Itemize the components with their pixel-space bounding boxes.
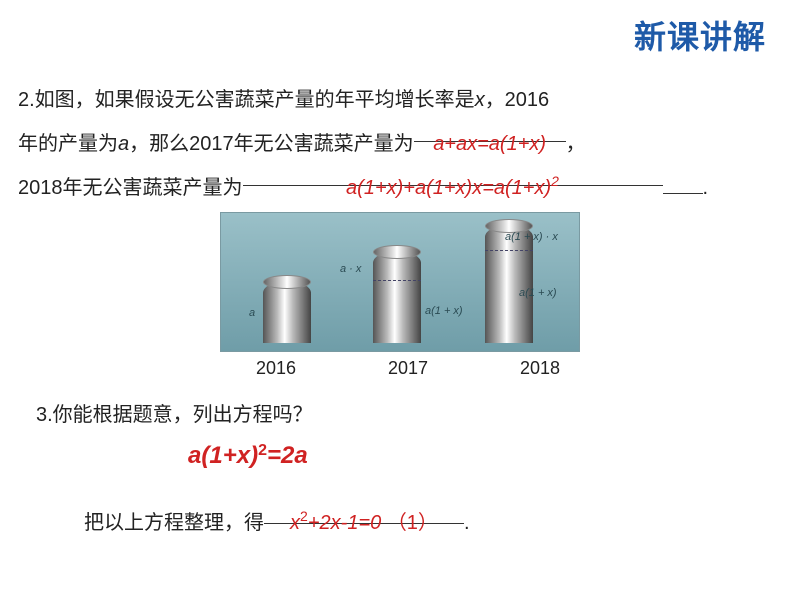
q2-blank1: a+ax=a(1+x) [414,122,566,142]
bar-2017 [373,251,421,343]
q2-var-x: x [475,89,485,111]
year-2017: 2017 [388,358,428,379]
simplify-blank: x2+2x-1=0 （1） [264,506,464,524]
q2-answer1: a+ax=a(1+x) [433,133,546,155]
q2-blank2: a(1+x)+a(1+x)x=a(1+x)2 [243,166,663,186]
year-2018: 2018 [520,358,560,379]
q2-var-a: a [118,133,129,155]
q2-line3-prefix: 2018年无公害蔬菜产量为 [18,177,243,199]
simplify-line: 把以上方程整理，得x2+2x-1=0 （1）. [84,506,470,535]
q2-line1-prefix: 2.如图，如果假设无公害蔬菜产量的年平均增长率是 [18,89,475,111]
year-axis: 2016 2017 2018 [220,352,580,379]
simplify-prefix: 把以上方程整理，得 [84,512,264,534]
q2-line2-mid: ，那么2017年无公害蔬菜产量为 [129,133,414,155]
bar-2017-dash [373,280,421,281]
question-2-text: 2.如图，如果假设无公害蔬菜产量的年平均增长率是x，2016 年的产量为a，那么… [18,78,776,210]
bar-2016 [263,281,311,343]
chart-background: a a · x a(1 + x) a(1 + x) · x a(1 + x) [220,212,580,352]
bar-2016-top [263,275,311,289]
bar-2017-top [373,245,421,259]
bar-2018-label-top: a(1 + x) · x [505,231,558,243]
q2-line1-suffix: ，2016 [485,89,550,111]
simplify-answer: x2+2x-1=0 （1） [290,512,438,534]
year-2016: 2016 [256,358,296,379]
bar-2018-label-bottom: a(1 + x) [519,287,557,299]
bar-2017-label-bottom: a(1 + x) [425,305,463,317]
q2-line2-prefix: 年的产量为 [18,133,118,155]
simplify-suffix: . [464,512,470,534]
page-header: 新课讲解 [634,12,766,58]
q2-blank2-ext [663,174,703,194]
bar-2017-label-top: a · x [340,263,361,275]
question-3-text: 3.你能根据题意，列出方程吗？ [36,398,313,427]
bar-2018-dash [485,250,533,251]
bar-2016-label-a: a [249,307,255,319]
q2-answer2: a(1+x)+a(1+x)x=a(1+x)2 [346,177,559,199]
growth-chart: a a · x a(1 + x) a(1 + x) · x a(1 + x) 2… [220,212,580,379]
q2-line2-tail: ， [566,133,586,155]
equation-1: a(1+x)2=2a [188,442,308,470]
